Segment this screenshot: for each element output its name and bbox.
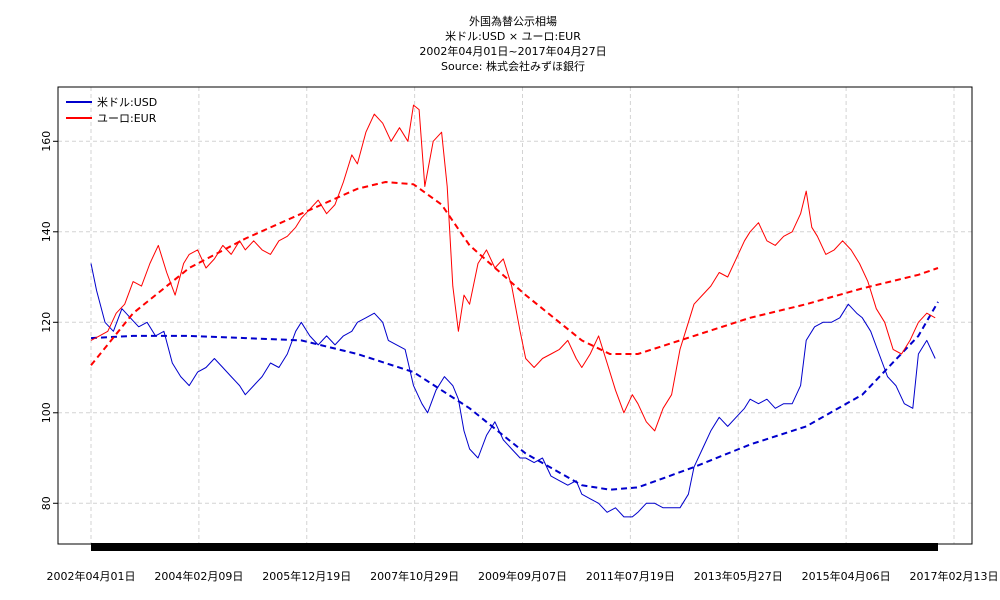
x-axis-bar	[91, 543, 938, 551]
series-lines	[90, 104, 939, 518]
chart-period: 2002年04月01日~2017年04月27日	[419, 44, 606, 58]
y-tick-label: 160	[40, 131, 53, 152]
x-tick-label: 2004年02月09日	[154, 569, 243, 583]
x-tick-label: 2017年02月13日	[910, 569, 999, 583]
chart-source: Source: 株式会社みずほ銀行	[441, 59, 585, 73]
y-tick-label: 80	[40, 496, 53, 510]
legend-label-eur: ユーロ:EUR	[97, 112, 157, 125]
x-tick-label: 2009年09月07日	[478, 569, 567, 583]
chart-title: 外国為替公示相場	[469, 14, 557, 28]
grid-lines	[58, 87, 972, 544]
trend-line-usd	[90, 301, 939, 491]
x-tick-label: 2002年04月01日	[47, 569, 136, 583]
series-line-usd	[90, 263, 936, 518]
y-tick-label: 140	[40, 221, 53, 242]
trend-line-eur	[90, 180, 939, 366]
chart-subtitle: 米ドル:USD × ユーロ:EUR	[445, 30, 581, 43]
y-tick-label: 100	[40, 402, 53, 423]
x-tick-label: 2013年05月27日	[694, 569, 783, 583]
y-tick-label: 120	[40, 312, 53, 333]
axes: 80 100 120 140 160 2002年04月01日 2004年02月09日 2005…	[40, 131, 999, 583]
legend: 米ドル:USD ユーロ:EUR	[66, 96, 157, 125]
x-tick-label: 2005年12月19日	[262, 569, 351, 583]
legend-label-usd: 米ドル:USD	[97, 96, 157, 109]
x-tick-label: 2011年07月19日	[586, 569, 675, 583]
x-tick-label: 2007年10月29日	[370, 569, 459, 583]
x-tick-label: 2015年04月06日	[802, 569, 891, 583]
